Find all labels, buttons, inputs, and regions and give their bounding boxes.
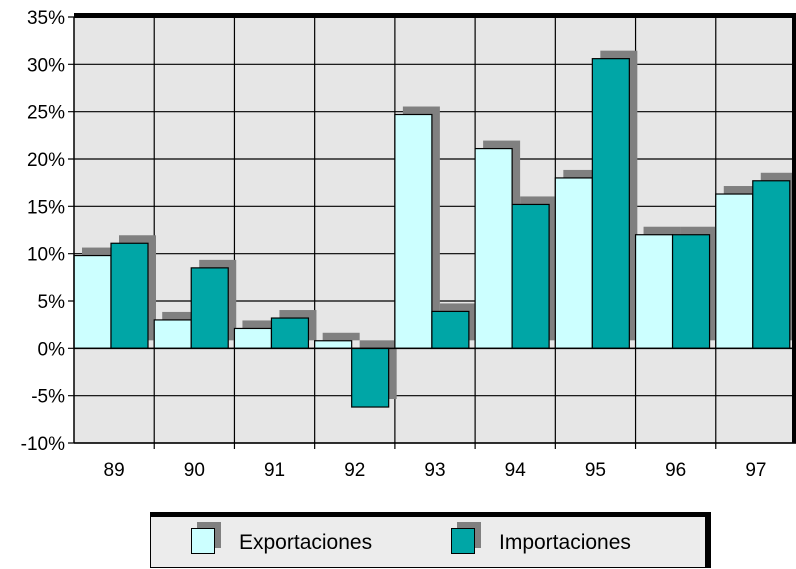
legend-label-importaciones: Importaciones	[499, 531, 631, 554]
x-tick-label: 92	[344, 460, 365, 481]
y-tick-label: -5%	[31, 387, 65, 408]
bar-exportaciones-97	[715, 193, 754, 349]
bar-importaciones-89	[110, 242, 149, 349]
y-tick-label: 10%	[27, 245, 65, 266]
bar-shadow	[322, 332, 360, 341]
bar-exportaciones-90	[153, 319, 192, 349]
y-tick-label: -10%	[21, 434, 65, 455]
bar-exportaciones-92	[314, 340, 353, 349]
y-axis-tick-labels: 35% 30% 25% 20% 15% 10% 5% 0% -5% -10%	[21, 8, 65, 455]
legend-item-exportaciones: Exportaciones	[191, 517, 372, 569]
right-frame-shadow	[792, 13, 796, 443]
bar-importaciones-96	[671, 234, 711, 349]
y-tick-label: 0%	[38, 339, 66, 360]
bar-exportaciones-89	[73, 254, 112, 349]
x-tick-label: 90	[184, 460, 205, 481]
legend-shadow-top	[150, 512, 710, 517]
bar-importaciones-90	[190, 267, 229, 349]
bar-chart: 35% 30% 25% 20% 15% 10% 5% 0% -5% -10% 89 90 91 92 93…	[21, 8, 796, 481]
legend-swatch-importaciones	[451, 522, 481, 558]
x-tick-label: 93	[424, 460, 445, 481]
legend-shadow-right	[705, 512, 711, 568]
y-tick-label: 25%	[27, 103, 65, 124]
bar-exportaciones-91	[233, 327, 273, 349]
x-tick-label: 94	[505, 460, 527, 481]
axes	[73, 13, 796, 444]
bar-exportaciones-94	[474, 147, 513, 349]
bar-importaciones-91	[270, 317, 310, 349]
y-tick-label: 20%	[27, 150, 65, 171]
bar-importaciones-97	[752, 180, 791, 349]
bar-importaciones-93	[431, 310, 470, 349]
top-frame-shadow	[74, 13, 796, 18]
y-tick-label: 35%	[27, 8, 65, 29]
x-tick-label: 95	[585, 460, 606, 481]
y-tick-label: 5%	[38, 292, 66, 313]
x-tick-label: 91	[264, 460, 285, 481]
bars	[73, 58, 791, 408]
bar-importaciones-95	[591, 58, 630, 349]
y-tick-label: 15%	[27, 197, 65, 218]
bar-exportaciones-95	[554, 177, 593, 349]
legend-item-importaciones: Importaciones	[451, 517, 631, 569]
bar-exportaciones-93	[394, 113, 433, 349]
x-tick-label: 96	[665, 460, 686, 481]
bar-importaciones-94	[511, 203, 550, 349]
x-tick-label: 89	[104, 460, 125, 481]
legend-label-exportaciones: Exportaciones	[239, 531, 373, 554]
y-tick-label: 30%	[27, 55, 65, 76]
bar-importaciones-92	[351, 347, 390, 408]
legend: Exportaciones Importaciones	[150, 516, 706, 568]
x-axis-tick-labels: 89 90 91 92 93 94 95 96 97	[104, 460, 767, 481]
x-tick-label: 97	[745, 460, 766, 481]
bar-exportaciones-96	[634, 234, 674, 349]
legend-swatch-exportaciones	[191, 522, 221, 558]
